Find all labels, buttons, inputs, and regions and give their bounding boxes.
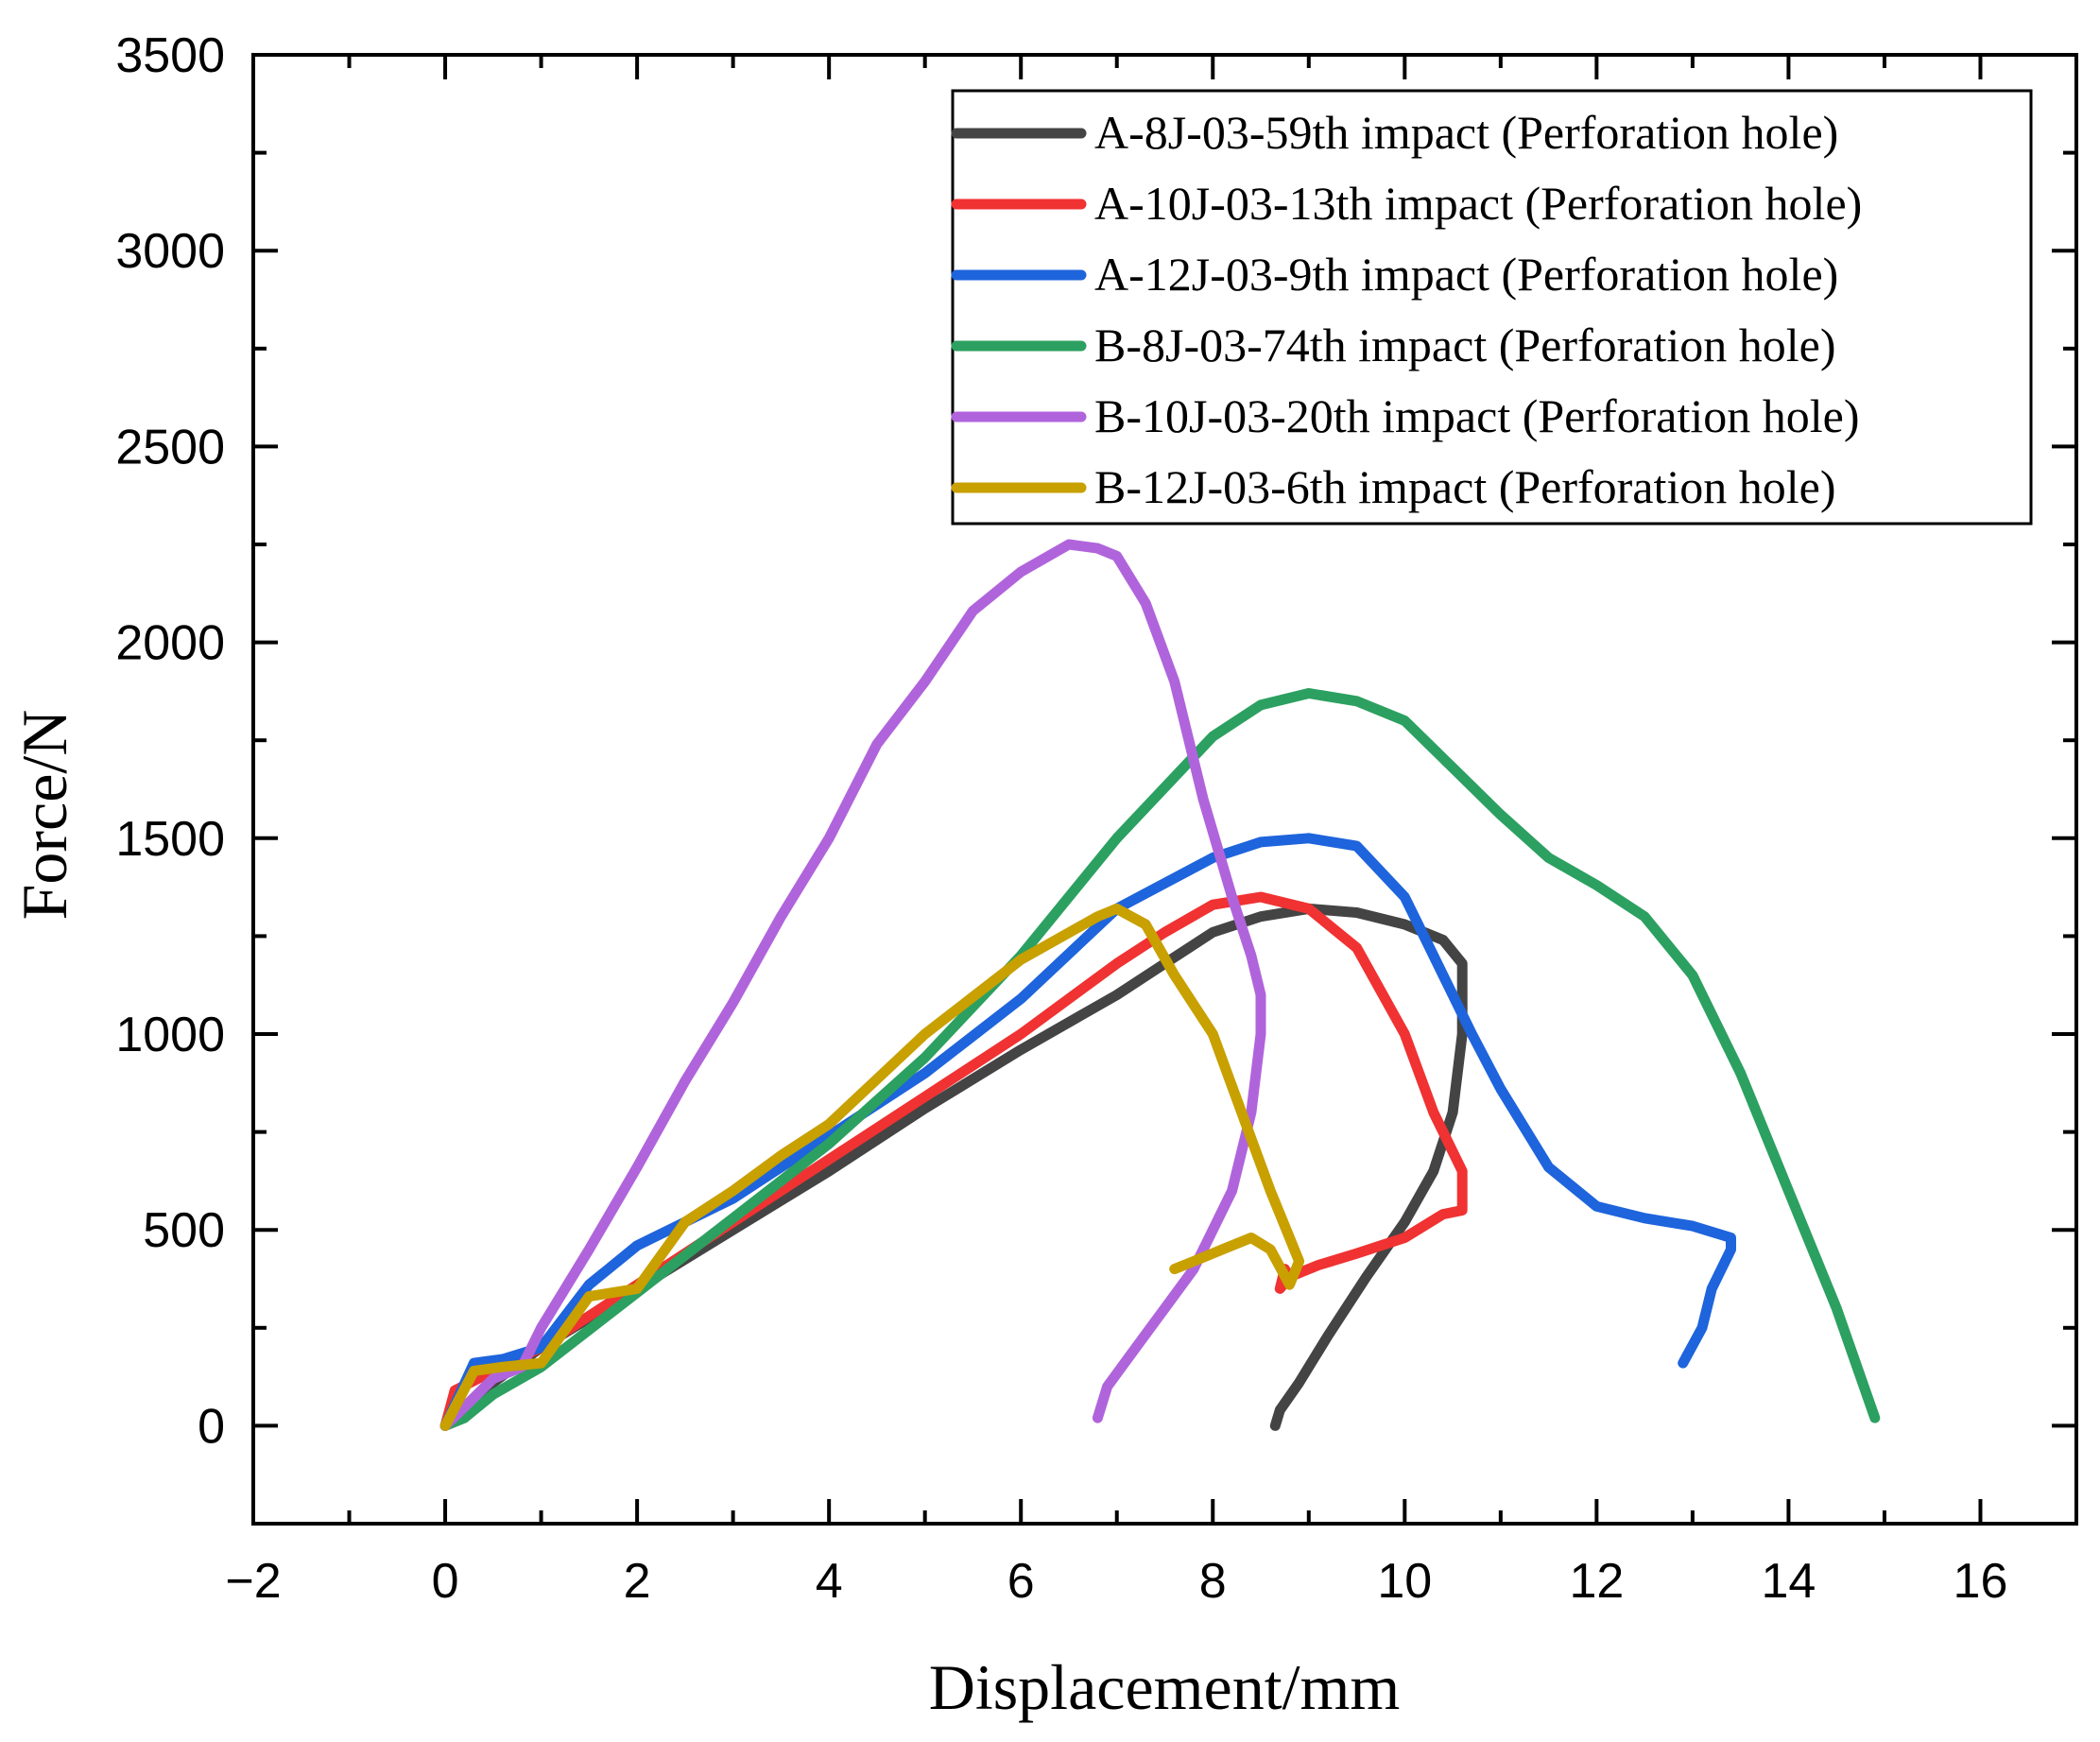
y-tick-label: 2500 (115, 420, 225, 474)
x-tick-label: −2 (225, 1554, 281, 1609)
legend-label-4: B-8J-03-74th impact (Perforation hole) (1094, 319, 1836, 371)
y-tick-label: 2000 (115, 616, 225, 671)
x-tick-label: 0 (432, 1554, 459, 1609)
x-tick-label: 2 (624, 1554, 651, 1609)
x-tick-label: 16 (1954, 1554, 2008, 1609)
x-tick-label: 4 (816, 1554, 843, 1609)
legend-label-3: A-12J-03-9th impact (Perforation hole) (1094, 248, 1838, 301)
legend-label-6: B-12J-03-6th impact (Perforation hole) (1094, 460, 1836, 513)
series-layer (439, 539, 1881, 1431)
series-line-6 (439, 903, 1305, 1431)
series-line-5 (439, 539, 1266, 1431)
legend-label-5: B-10J-03-20th impact (Perforation hole) (1094, 389, 1860, 442)
x-tick-label: 8 (1199, 1554, 1227, 1609)
y-tick-label: 500 (143, 1203, 225, 1258)
legend: A-8J-03-59th impact (Perforation hole) A-… (951, 89, 2033, 526)
y-tick-label: 1000 (115, 1008, 225, 1062)
plot-frame (251, 53, 2078, 1526)
y-axis-title: Force/N (9, 710, 80, 921)
x-tick-label: 10 (1377, 1554, 1432, 1609)
series-line-1 (439, 903, 1468, 1431)
y-tick-label: 3000 (115, 224, 225, 279)
x-tick-label: 14 (1761, 1554, 1816, 1609)
legend-box (951, 89, 2033, 526)
x-axis-title: Displacement/mm (929, 1651, 1401, 1723)
axes-layer: −2 0 2 4 6 8 10 12 14 16 0 500 1000 1500 2000 2500 3000 3… (115, 28, 2078, 1609)
series-line-3 (439, 833, 1736, 1431)
x-tick-label: 6 (1007, 1554, 1035, 1609)
legend-label-2: A-10J-03-13th impact (Perforation hole) (1094, 177, 1862, 230)
y-tick-label: 0 (198, 1399, 225, 1454)
y-tick-label: 3500 (115, 28, 225, 83)
x-tick-label: 12 (1569, 1554, 1624, 1609)
legend-label-1: A-8J-03-59th impact (Perforation hole) (1094, 106, 1838, 159)
y-tick-label: 1500 (115, 812, 225, 867)
